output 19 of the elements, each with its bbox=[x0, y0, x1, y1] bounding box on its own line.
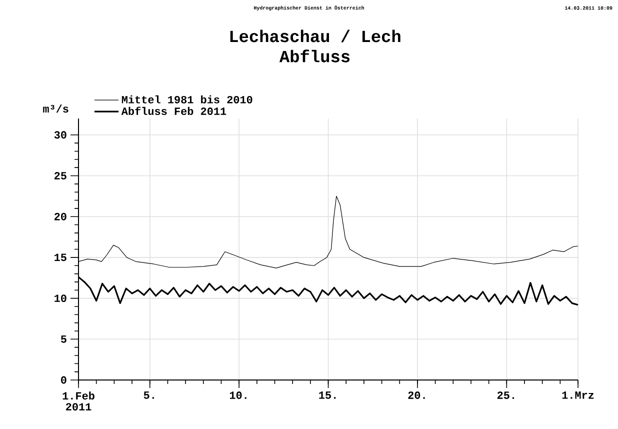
y-tick-label: 15 bbox=[54, 254, 66, 262]
x-tick-label: 20. bbox=[408, 392, 425, 399]
x-tick-label: 25. bbox=[497, 392, 514, 399]
legend-label: Abfluss Feb 2011 bbox=[121, 106, 226, 115]
y-tick-label: 10 bbox=[54, 294, 66, 302]
y-tick-label: 0 bbox=[61, 376, 66, 384]
x-tick-label: 1.Feb 2011 bbox=[62, 392, 94, 411]
y-tick-label: 30 bbox=[54, 131, 66, 139]
y-axis-title: m³/s bbox=[43, 104, 68, 113]
x-tick-label: 15. bbox=[319, 392, 336, 399]
y-tick-label: 20 bbox=[54, 212, 66, 220]
x-tick-label: 1.Mrz bbox=[562, 392, 594, 399]
chart-subtitle: Abfluss bbox=[279, 50, 350, 62]
y-tick-label: 25 bbox=[54, 172, 66, 180]
x-tick-label: 10. bbox=[230, 392, 246, 399]
y-tick-label: 5 bbox=[60, 335, 66, 343]
x-tick-label: 5. bbox=[144, 392, 154, 399]
legend-label: Mittel 1981 bis 2010 bbox=[122, 95, 252, 104]
chart-title: Lechaschau / Lech bbox=[230, 30, 400, 42]
